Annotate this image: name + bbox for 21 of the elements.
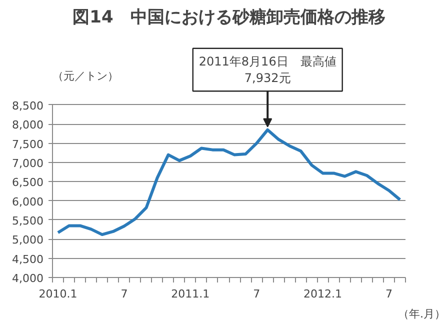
- y-tick-label: 7,000: [12, 156, 44, 170]
- y-tick-label: 5,000: [12, 234, 44, 247]
- x-tick-label: 2011.1: [171, 288, 210, 300]
- y-tick-label: 5,500: [12, 214, 44, 228]
- y-tick-label: 4,000: [12, 272, 44, 285]
- x-tick-label: 7: [120, 288, 128, 300]
- x-tick-label: 2010.1: [38, 288, 78, 300]
- y-tick-label: 4,500: [12, 252, 44, 266]
- x-axis-title: （年.月）: [398, 308, 445, 320]
- y-tick-label: 8,000: [12, 118, 44, 132]
- x-tick-label: 7: [385, 288, 392, 300]
- y-tick-label: 8,500: [12, 99, 44, 112]
- annotation: 2011年8月16日 最高値 7,932元: [198, 54, 336, 86]
- y-tick-label: 6,000: [12, 195, 44, 208]
- x-tick-label: 7: [253, 288, 260, 300]
- line-series: [56, 128, 402, 236]
- y-tick-label: 7,500: [12, 138, 44, 151]
- y-axis-title: （元／トン）: [52, 70, 118, 83]
- y-tick-label: 6,500: [12, 176, 44, 190]
- chart-title: 図14 中国における砂糖卸売価格の推移: [72, 8, 386, 28]
- x-tick-label: 2012.1: [304, 288, 342, 300]
